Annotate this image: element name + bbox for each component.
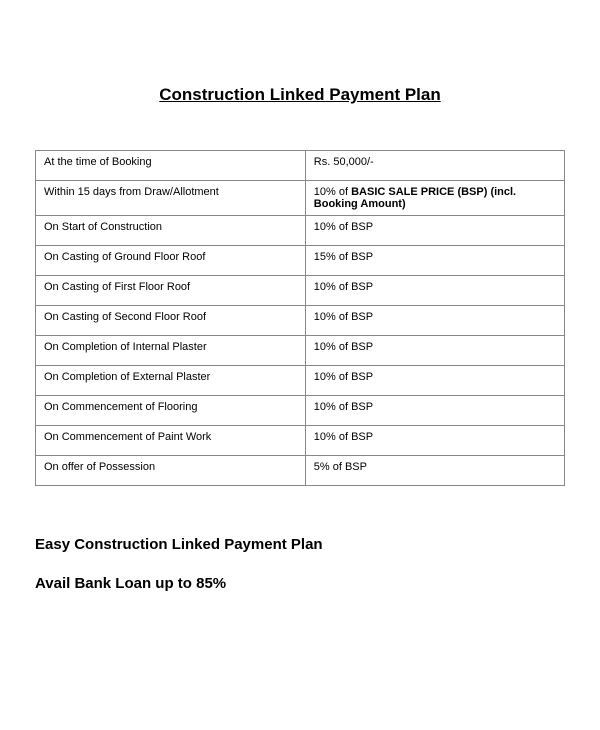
table-row: On Commencement of Paint Work 10% of BSP [36, 426, 565, 456]
amount-cell: 10% of BSP [305, 396, 564, 426]
table-row: On Completion of External Plaster 10% of… [36, 366, 565, 396]
table-row: On Completion of Internal Plaster 10% of… [36, 336, 565, 366]
amount-prefix: 10% of [314, 186, 351, 198]
loan-text: Avail Bank Loan up to 85% [35, 575, 565, 592]
subtitle: Easy Construction Linked Payment Plan [35, 536, 565, 553]
amount-cell: 10% of BSP [305, 216, 564, 246]
table-body: At the time of Booking Rs. 50,000/- With… [36, 151, 565, 486]
amount-cell: 15% of BSP [305, 246, 564, 276]
table-row: On Casting of First Floor Roof 10% of BS… [36, 276, 565, 306]
amount-cell: 10% of BSP [305, 366, 564, 396]
table-row: On Start of Construction 10% of BSP [36, 216, 565, 246]
stage-cell: Within 15 days from Draw/Allotment [36, 181, 306, 216]
table-row: On offer of Possession 5% of BSP [36, 456, 565, 486]
table-row: On Casting of Second Floor Roof 10% of B… [36, 306, 565, 336]
stage-cell: On Completion of Internal Plaster [36, 336, 306, 366]
payment-plan-table: At the time of Booking Rs. 50,000/- With… [35, 150, 565, 486]
table-row: On Commencement of Flooring 10% of BSP [36, 396, 565, 426]
table-row: At the time of Booking Rs. 50,000/- [36, 151, 565, 181]
stage-cell: On Completion of External Plaster [36, 366, 306, 396]
stage-cell: On Casting of Second Floor Roof [36, 306, 306, 336]
amount-cell: 5% of BSP [305, 456, 564, 486]
amount-cell: 10% of BSP [305, 276, 564, 306]
amount-cell: 10% of BSP [305, 306, 564, 336]
stage-cell: At the time of Booking [36, 151, 306, 181]
table-row: On Casting of Ground Floor Roof 15% of B… [36, 246, 565, 276]
page-title: Construction Linked Payment Plan [35, 85, 565, 105]
table-row: Within 15 days from Draw/Allotment 10% o… [36, 181, 565, 216]
amount-cell: Rs. 50,000/- [305, 151, 564, 181]
stage-cell: On offer of Possession [36, 456, 306, 486]
amount-cell: 10% of BSP [305, 336, 564, 366]
stage-cell: On Casting of First Floor Roof [36, 276, 306, 306]
amount-cell: 10% of BASIC SALE PRICE (BSP) (incl. Boo… [305, 181, 564, 216]
stage-cell: On Start of Construction [36, 216, 306, 246]
amount-cell: 10% of BSP [305, 426, 564, 456]
stage-cell: On Commencement of Paint Work [36, 426, 306, 456]
stage-cell: On Casting of Ground Floor Roof [36, 246, 306, 276]
stage-cell: On Commencement of Flooring [36, 396, 306, 426]
